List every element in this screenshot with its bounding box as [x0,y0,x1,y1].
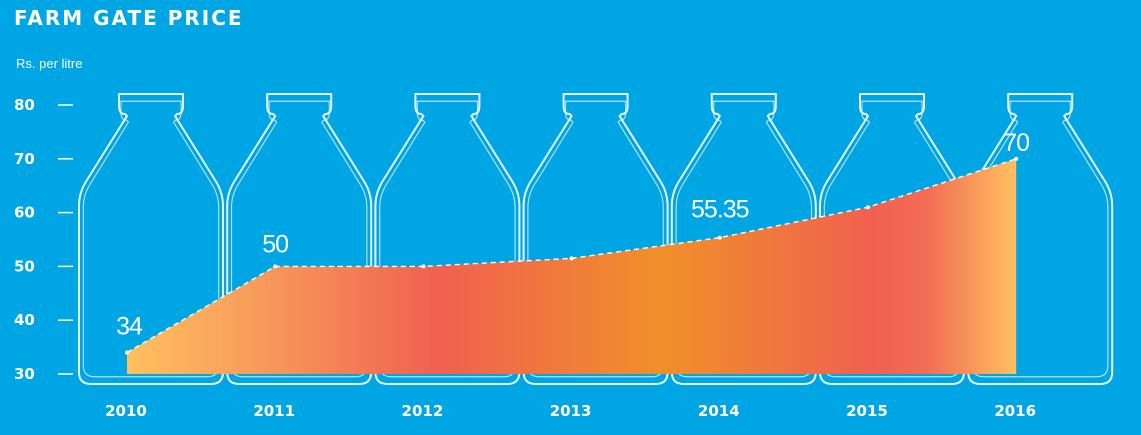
data-point [717,235,722,240]
bottle-icon [670,93,817,385]
data-label: 55.35 [691,196,749,224]
data-label: 34 [116,312,143,340]
x-tick-label: 2015 [846,402,888,420]
y-tick-label: 70 [14,150,35,168]
y-tick-label: 60 [14,204,35,222]
price-area [127,158,1017,374]
bottle-icon [967,93,1114,385]
bottle-icon [226,93,373,385]
x-tick-label: 2010 [105,402,147,420]
y-axis-unit-label: Rs. per litre [16,56,83,71]
x-tick-label: 2014 [698,402,740,420]
y-tick-label: 80 [14,96,35,114]
data-point [569,256,574,261]
y-tick-label: 30 [14,365,35,383]
data-label: 70 [1003,129,1029,157]
x-tick-label: 2013 [550,402,592,420]
data-label: 50 [262,230,288,258]
data-point [273,264,278,269]
y-tick-label: 50 [14,257,35,275]
y-tick-label: 40 [14,311,35,329]
data-point [125,350,129,355]
bottle-outlines [78,93,1114,385]
x-tick-label: 2011 [253,402,295,420]
chart-title: FARM GATE PRICE [14,6,244,30]
bottle-icon [374,93,521,385]
x-tick-label: 2012 [402,402,444,420]
data-point [421,264,426,269]
data-point [866,205,870,210]
bottle-icon [522,93,669,385]
data-point [1014,156,1019,161]
bottle-icon [819,93,965,385]
x-tick-label: 2016 [994,402,1036,420]
bottle-icon [78,93,224,385]
